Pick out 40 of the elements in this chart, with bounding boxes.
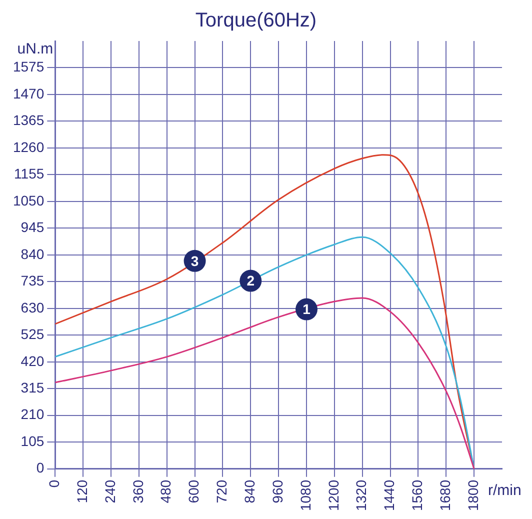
y-tick-label: 315 <box>20 379 44 396</box>
x-tick-label: 720 <box>214 480 230 504</box>
x-tick-label: 0 <box>46 480 62 488</box>
y-tick-label: 420 <box>20 352 44 369</box>
y-tick-label: 1050 <box>12 192 44 208</box>
y-tick-label: 630 <box>20 299 44 316</box>
series-label: 1 <box>302 301 311 318</box>
y-tick-label: 840 <box>20 246 44 262</box>
x-tick-label: 1080 <box>297 480 314 512</box>
y-tick-label: 105 <box>20 432 44 449</box>
y-tick-label: 525 <box>20 326 44 342</box>
x-tick-label: 960 <box>269 480 286 504</box>
x-tick-label: 1440 <box>381 480 398 512</box>
x-tick-label: 1800 <box>464 480 481 512</box>
y-tick-label: 1260 <box>12 138 44 155</box>
series-label: 3 <box>190 252 199 269</box>
x-tick-label: 1200 <box>325 480 342 512</box>
y-tick-label: 1365 <box>12 112 44 128</box>
x-tick-label: 480 <box>158 480 174 504</box>
y-tick-label: 945 <box>20 219 44 236</box>
x-tick-label: 120 <box>74 480 90 504</box>
x-tick-label: 840 <box>242 480 258 504</box>
x-tick-label: 1680 <box>437 480 453 512</box>
x-tick-label: 1560 <box>409 480 426 512</box>
y-tick-label: 735 <box>20 272 44 289</box>
x-tick-label: 1320 <box>353 480 370 512</box>
x-axis-title: r/min <box>488 482 522 499</box>
y-tick-label: 1155 <box>14 166 44 182</box>
series-label: 2 <box>246 272 255 289</box>
x-tick-label: 600 <box>186 480 202 504</box>
y-tick-label: 1575 <box>12 58 44 75</box>
y-tick-label: 210 <box>20 406 44 422</box>
line-series <box>55 297 475 469</box>
x-tick-label: 360 <box>130 480 146 504</box>
line-series <box>55 236 475 469</box>
chart-title: Torque(60Hz) <box>195 10 317 32</box>
x-tick-label: 240 <box>102 480 118 504</box>
y-axis-title: uN.m <box>17 40 54 58</box>
y-tick-label: 1470 <box>12 85 44 102</box>
y-tick-label: 0 <box>36 460 44 476</box>
